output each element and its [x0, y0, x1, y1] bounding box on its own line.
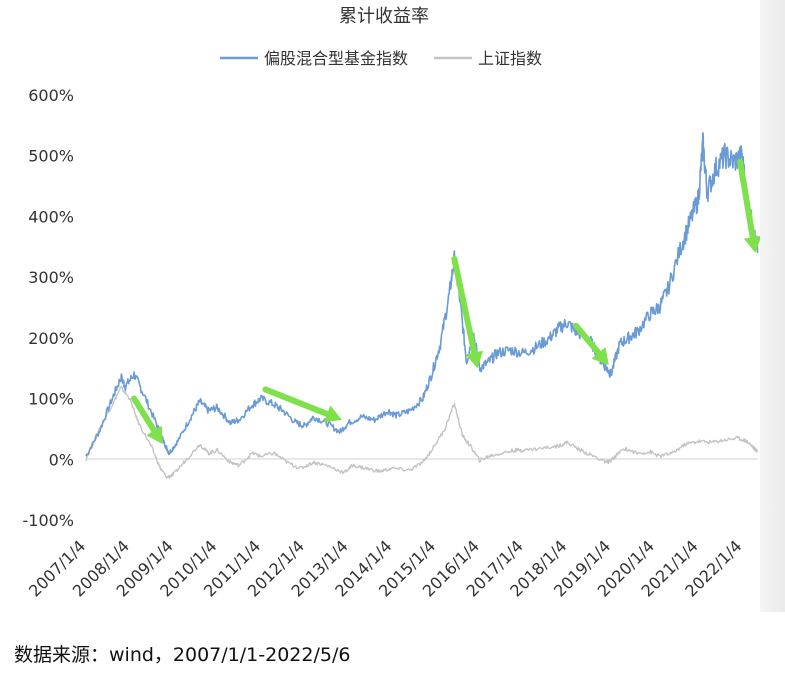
annotation-arrow [131, 395, 163, 445]
chart-title: 累计收益率 [339, 6, 429, 27]
annotation-arrow [737, 158, 760, 253]
series-line-sse-index [85, 385, 759, 479]
y-tick-label: -100% [22, 511, 74, 530]
y-tick-label: 500% [28, 147, 74, 166]
y-tick-label: 0% [49, 450, 74, 469]
annotation-layer [131, 158, 760, 445]
annotation-arrow [262, 386, 342, 423]
x-axis: 2007/1/42008/1/42009/1/42010/1/42011/1/4… [25, 536, 745, 600]
y-tick-label: 100% [28, 390, 74, 409]
scroll-edge-shade [760, 0, 785, 612]
y-tick-label: 300% [28, 268, 74, 287]
series-layer [85, 132, 759, 479]
data-source-note: 数据来源：wind，2007/1/1-2022/5/6 [14, 644, 351, 666]
legend-label-fund-index: 偏股混合型基金指数 [264, 49, 408, 68]
annotation-arrow [451, 255, 484, 369]
cumulative-return-chart: 累计收益率 偏股混合型基金指数 上证指数 600% 500% 400% 300% 200… [22, 6, 760, 601]
y-tick-label: 200% [28, 329, 74, 348]
y-tick-label: 600% [28, 86, 74, 105]
annotation-arrow [573, 322, 609, 366]
chart-legend: 偏股混合型基金指数 上证指数 [220, 49, 542, 68]
y-axis: 600% 500% 400% 300% 200% 100% 0% -100% [22, 86, 74, 530]
series-line-fund-index [85, 132, 759, 457]
y-tick-label: 400% [28, 207, 74, 226]
legend-label-sse-index: 上证指数 [478, 49, 542, 68]
